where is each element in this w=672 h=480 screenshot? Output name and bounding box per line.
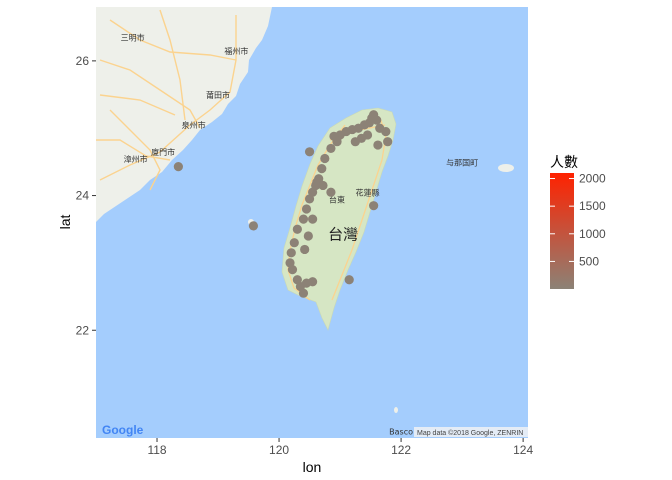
legend-label: 2000 [579, 172, 606, 186]
place-label: 莆田市 [206, 90, 230, 100]
x-tick-label: 120 [269, 443, 289, 457]
data-point [369, 201, 379, 211]
data-point [326, 187, 336, 197]
x-axis: 118 120 122 124 [147, 438, 533, 457]
x-tick-label: 118 [147, 443, 166, 457]
data-point [350, 137, 360, 147]
legend-colorbar [550, 173, 574, 289]
data-point [292, 224, 302, 234]
place-label: 福州市 [224, 46, 248, 56]
yonaguni-island [498, 164, 514, 172]
data-point [320, 153, 330, 164]
mainland-roads [96, 9, 237, 191]
x-tick-label: 124 [513, 443, 533, 457]
legend-title: 人數 [550, 155, 578, 171]
google-logo: Google [102, 423, 144, 437]
data-point [298, 214, 309, 224]
data-point [289, 238, 299, 248]
color-legend: 人數 500 1000 1500 2000 [550, 155, 606, 289]
place-label: Basco [389, 428, 413, 437]
data-point [317, 164, 327, 174]
data-point [286, 248, 296, 258]
place-label: 廈門市 [151, 147, 175, 157]
taiwan-island [281, 107, 397, 331]
data-point [383, 137, 393, 147]
x-tick-label: 122 [391, 443, 411, 457]
map-attribution: Map data ©2018 Google, ZENRIN [417, 429, 523, 437]
data-point [318, 180, 328, 191]
attribution-background [414, 427, 528, 437]
data-point [373, 140, 383, 150]
data-point [304, 194, 315, 204]
data-point [303, 231, 313, 241]
data-point [304, 147, 315, 157]
place-label: 台東 [329, 194, 345, 204]
y-axis: 22 24 26 [76, 54, 96, 337]
taiwan-map-label: 台灣 [328, 225, 358, 243]
basco-island [394, 407, 398, 413]
legend-label: 1000 [579, 227, 606, 241]
place-label: 漳州市 [124, 154, 148, 164]
data-point [301, 204, 312, 214]
data-point [308, 277, 318, 287]
y-tick-label: 26 [76, 54, 90, 68]
data-point [332, 137, 342, 147]
y-tick-label: 24 [76, 189, 90, 203]
place-label: 三明市 [121, 33, 145, 43]
place-label: 花蓮縣 [356, 188, 380, 198]
data-point [326, 143, 336, 154]
place-label: 与那国町 [446, 158, 478, 167]
data-point [173, 162, 183, 172]
y-axis-title: lat [57, 215, 73, 230]
data-point [372, 115, 382, 125]
legend-label: 1500 [579, 199, 606, 213]
legend-label: 500 [579, 254, 599, 268]
data-points [173, 110, 393, 298]
data-point [248, 221, 259, 231]
data-point [287, 265, 298, 275]
data-point [381, 126, 391, 137]
x-axis-title: lon [303, 459, 322, 475]
data-point [300, 244, 310, 255]
y-tick-label: 22 [76, 323, 90, 337]
data-point [308, 214, 318, 224]
place-label: 泉州市 [182, 120, 206, 130]
data-point [344, 275, 354, 285]
legend-ticks: 500 1000 1500 2000 [550, 172, 606, 268]
data-point [298, 288, 309, 298]
